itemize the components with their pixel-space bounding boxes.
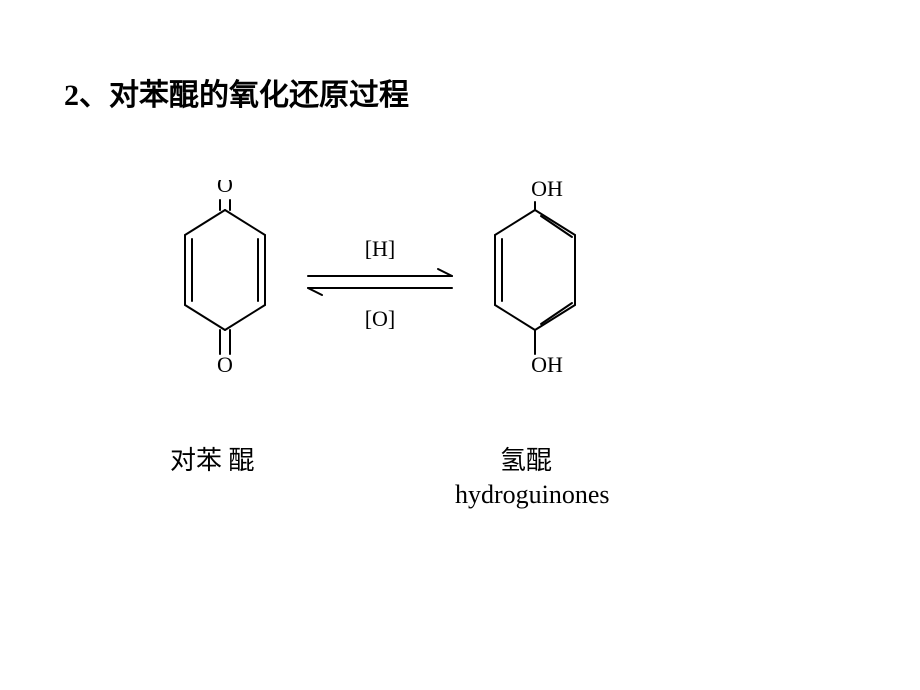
svg-text:OH: OH bbox=[531, 352, 563, 377]
arrow-svg bbox=[300, 264, 460, 304]
svg-text:O: O bbox=[217, 180, 233, 197]
equilibrium-arrows: [H] [O] bbox=[300, 236, 460, 332]
svg-text:O: O bbox=[217, 352, 233, 377]
oxidation-label: [O] bbox=[300, 306, 460, 332]
hydroquinone-svg: OH OH bbox=[475, 180, 615, 390]
benzoquinone-structure: OO bbox=[165, 180, 285, 390]
hydroquinone-label: 氢醌 bbox=[500, 440, 552, 477]
hydroquinone-sublabel: hydroguinones bbox=[455, 480, 610, 510]
benzoquinone-svg: OO bbox=[165, 180, 285, 390]
hydroquinone-structure: OH OH bbox=[475, 180, 615, 390]
slide-title: 2、对苯醌的氧化还原过程 bbox=[64, 70, 409, 114]
slide: 2、对苯醌的氧化还原过程 OO [H] [O] OHOH 对苯 醌 氢醌 hyd… bbox=[0, 0, 920, 690]
reduction-label: [H] bbox=[300, 236, 460, 262]
svg-text:OH: OH bbox=[531, 180, 563, 201]
benzoquinone-label: 对苯 醌 bbox=[170, 440, 255, 477]
